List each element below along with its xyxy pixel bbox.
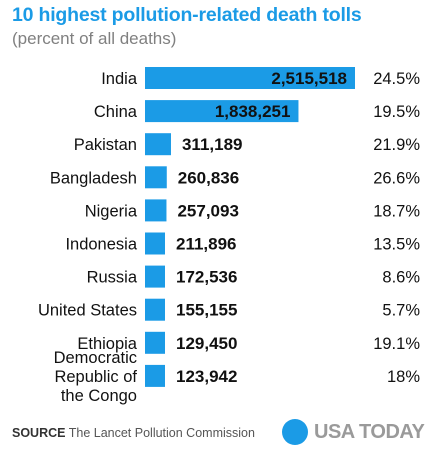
percent-label: 19.5% — [373, 103, 420, 121]
bar — [145, 199, 167, 222]
bar — [145, 265, 165, 288]
category-label: Indonesia — [65, 236, 137, 254]
percent-label: 18% — [387, 368, 420, 386]
percent-label: 24.5% — [373, 70, 420, 88]
percent-label: 8.6% — [382, 269, 420, 287]
value-label: 2,515,518 — [271, 69, 347, 88]
category-label: Pakistan — [74, 136, 137, 154]
value-label: 260,836 — [178, 168, 239, 187]
bar — [145, 331, 165, 354]
chart-title: 10 highest pollution-related death tolls — [12, 4, 362, 26]
percent-label: 18.7% — [373, 202, 420, 220]
category-label: Ethiopia — [77, 335, 137, 353]
bar — [145, 100, 299, 123]
category-label: Russia — [87, 269, 138, 287]
value-label: 123,942 — [176, 367, 237, 386]
percent-label: 21.9% — [373, 136, 420, 154]
category-label: China — [94, 103, 138, 121]
source-note: SOURCE The Lancet Pollution Commission — [12, 426, 255, 440]
usa-today-logo-dot-icon — [282, 419, 308, 445]
value-label: 211,896 — [176, 235, 237, 254]
value-label: 129,450 — [176, 334, 237, 353]
usa-today-logo: USA TODAY — [282, 418, 425, 446]
bar — [145, 133, 171, 156]
percent-label: 26.6% — [373, 169, 420, 187]
value-label: 257,093 — [177, 201, 238, 220]
chart-subtitle: (percent of all deaths) — [12, 29, 177, 48]
category-label: United States — [38, 302, 137, 320]
value-label: 1,838,251 — [215, 102, 291, 121]
value-label: 311,189 — [182, 135, 243, 154]
value-label: 155,155 — [176, 301, 237, 320]
percent-label: 13.5% — [373, 236, 420, 254]
bar — [145, 232, 165, 255]
category-label: Bangladesh — [50, 169, 137, 187]
usa-today-logo-text: USA TODAY — [314, 420, 425, 443]
bar — [145, 67, 355, 89]
source-text: The Lancet Pollution Commission — [68, 426, 255, 440]
percent-label: 19.1% — [373, 335, 420, 353]
source-label: SOURCE — [12, 426, 66, 440]
bar — [145, 364, 165, 387]
percent-label: 5.7% — [382, 302, 420, 320]
bar — [145, 298, 165, 321]
bar — [145, 166, 167, 189]
category-label: India — [101, 70, 138, 88]
category-label: Nigeria — [85, 202, 138, 220]
value-label: 172,536 — [176, 268, 237, 287]
category-label: Democratic Republic of the Congo — [54, 349, 138, 405]
